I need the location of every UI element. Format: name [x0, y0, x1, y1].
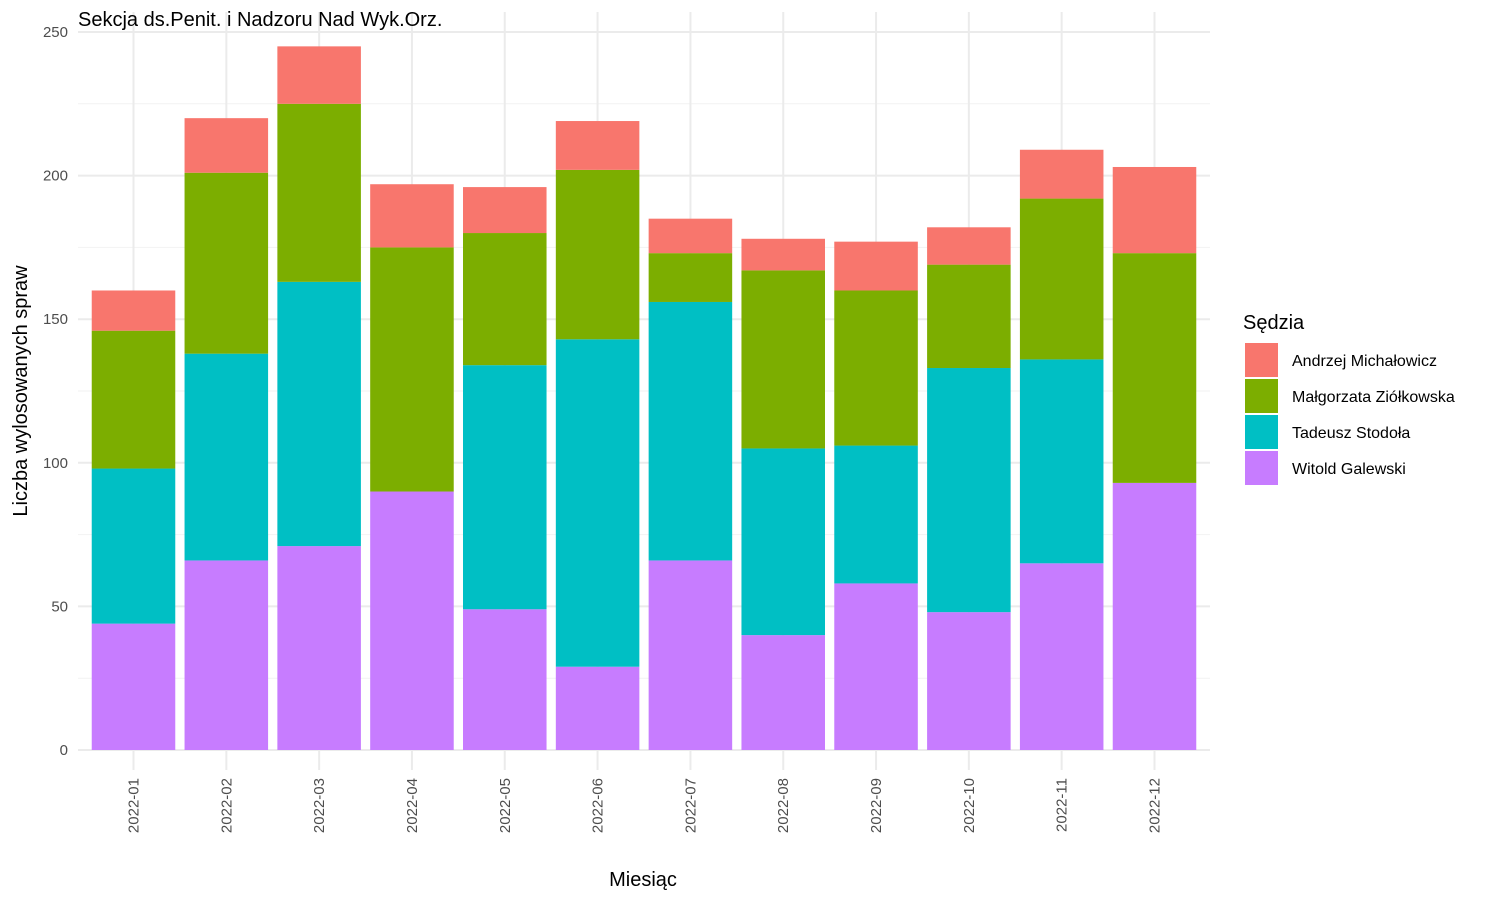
bar-segment — [834, 583, 918, 750]
bar-segment — [91, 330, 176, 469]
bar-segment — [741, 448, 825, 636]
bar-segment — [91, 290, 176, 331]
bars — [91, 46, 1197, 750]
legend-swatch — [1245, 379, 1278, 413]
x-tick-label: 2022-11 — [1054, 778, 1071, 832]
x-axis-ticks: 2022-01 2022-02 2022-03 2022-04 2022-05 2022-… — [126, 778, 1164, 833]
bar-segment — [277, 546, 361, 750]
x-tick-label: 2022-06 — [590, 778, 607, 833]
bar-segment — [741, 238, 825, 271]
bar-segment — [555, 666, 640, 750]
bar-segment — [927, 368, 1011, 613]
bar-segment — [184, 560, 269, 750]
bar-segment — [277, 46, 361, 104]
bar-segment — [370, 184, 454, 248]
y-tick-label: 0 — [60, 742, 68, 759]
bar-segment — [927, 227, 1011, 265]
legend-label: Tadeusz Stodoła — [1292, 425, 1410, 442]
bar-segment — [1019, 198, 1104, 360]
y-axis-title: Liczba wylosowanych spraw — [10, 265, 32, 517]
legend-swatch — [1245, 415, 1278, 449]
x-tick-label: 2022-05 — [497, 778, 514, 833]
bar-segment — [648, 301, 733, 561]
x-tick-label: 2022-03 — [311, 778, 328, 833]
y-tick-label: 200 — [43, 168, 68, 185]
bar-segment — [648, 560, 733, 750]
legend-swatch — [1245, 451, 1278, 485]
bar-segment — [370, 247, 454, 492]
bar-segment — [463, 233, 547, 366]
bar-segment — [555, 339, 640, 667]
bar-segment — [1019, 359, 1104, 564]
bar-segment — [1019, 149, 1104, 199]
legend-items: Andrzej Michałowicz Małgorzata Ziółkowska… — [1245, 343, 1455, 485]
bar-segment — [91, 623, 176, 750]
bar-segment — [648, 218, 733, 254]
bar-segment — [555, 169, 640, 340]
legend-label: Witold Galewski — [1292, 461, 1406, 478]
bar-segment — [741, 635, 825, 750]
legend: Sędzia Andrzej Michałowicz Małgorzata Zió… — [1243, 312, 1455, 485]
bar-segment — [834, 290, 918, 446]
y-tick-label: 250 — [43, 24, 68, 41]
bar-segment — [277, 103, 361, 282]
x-axis-title: Miesiąc — [609, 869, 677, 891]
bar-segment — [277, 281, 361, 547]
x-tick-label: 2022-10 — [961, 778, 978, 833]
bar-segment — [1112, 253, 1197, 483]
bar-segment — [834, 241, 918, 291]
x-tick-label: 2022-08 — [775, 778, 792, 833]
bar-segment — [184, 118, 269, 173]
bar-segment — [463, 365, 547, 610]
legend-title: Sędzia — [1243, 312, 1305, 334]
bar-segment — [370, 491, 454, 750]
x-tick-label: 2022-04 — [404, 778, 421, 833]
bar-segment — [91, 468, 176, 624]
bar-segment — [1112, 482, 1197, 750]
bar-segment — [927, 264, 1011, 369]
x-tick-label: 2022-01 — [126, 778, 143, 833]
bar-segment — [463, 187, 547, 234]
bar-segment — [1019, 563, 1104, 750]
bar-segment — [834, 445, 918, 584]
x-tick-label: 2022-02 — [218, 778, 235, 833]
bar-segment — [184, 172, 269, 354]
bar-segment — [741, 270, 825, 449]
y-axis-ticks: 0 50 100 150 200 250 — [43, 24, 68, 759]
bar-segment — [927, 612, 1011, 750]
x-tick-label: 2022-09 — [868, 778, 885, 833]
legend-label: Andrzej Michałowicz — [1292, 353, 1437, 370]
y-tick-label: 50 — [51, 598, 68, 615]
legend-swatch — [1245, 343, 1278, 377]
bar-segment — [648, 253, 733, 302]
y-tick-label: 100 — [43, 455, 68, 472]
bar-segment — [184, 353, 269, 561]
y-tick-label: 150 — [43, 311, 68, 328]
legend-label: Małgorzata Ziółkowska — [1292, 389, 1455, 406]
bar-segment — [1112, 166, 1197, 254]
x-tick-label: 2022-12 — [1147, 778, 1164, 833]
bar-segment — [555, 121, 640, 170]
x-tick-label: 2022-07 — [682, 778, 699, 833]
chart-title: Sekcja ds.Penit. i Nadzoru Nad Wyk.Orz. — [78, 9, 442, 31]
bar-segment — [463, 609, 547, 750]
